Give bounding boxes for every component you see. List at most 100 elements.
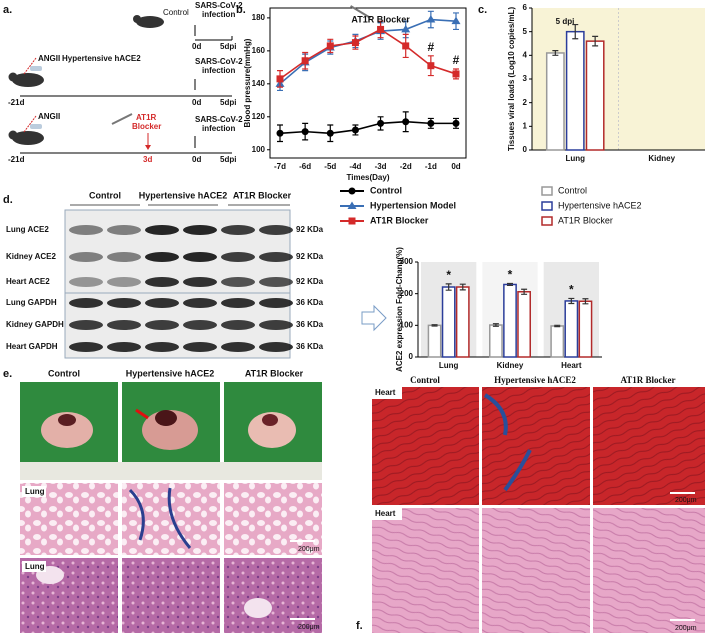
label: Blocker <box>132 122 161 131</box>
error-bar <box>431 324 438 327</box>
blot-band <box>221 277 255 287</box>
label: infection <box>202 124 235 133</box>
annotation: AT1R Blocker <box>351 14 410 24</box>
legend-swatch <box>541 216 553 226</box>
marker <box>452 119 460 127</box>
blot-band <box>221 252 255 262</box>
label: 5dpi <box>220 98 236 107</box>
y-tick-label: 100 <box>252 145 266 154</box>
scale-label: 200μm <box>298 546 320 553</box>
blot-band <box>69 277 103 287</box>
group-label: Control <box>89 190 121 200</box>
pump <box>30 124 42 129</box>
marker <box>276 75 284 83</box>
blot-band <box>183 252 217 262</box>
x-tick-label: -2d <box>400 162 412 171</box>
y-tick-label: 6 <box>523 3 528 12</box>
bar <box>565 30 585 151</box>
panel-label: e. <box>3 368 12 380</box>
label: Hypertensive hACE2 <box>62 54 141 63</box>
error-bar <box>492 323 499 327</box>
marker <box>402 118 410 126</box>
row-label: Kidney GAPDH <box>6 320 64 329</box>
marker <box>377 119 385 127</box>
label: AT1R <box>136 113 157 122</box>
row-label: Lung ACE2 <box>6 225 49 234</box>
blot-band <box>259 342 293 352</box>
mouse <box>8 130 44 145</box>
mouse <box>8 72 44 87</box>
y-tick-label: 0 <box>523 145 528 154</box>
row-label: Lung <box>25 562 45 571</box>
marker <box>326 129 334 137</box>
row-label: Heart ACE2 <box>6 277 50 286</box>
y-axis-label: Tissues viral loads (Log10 copies/mL) <box>507 6 516 151</box>
blot-band <box>221 298 255 308</box>
legend-label: Control <box>370 185 402 195</box>
label: -21d <box>8 155 25 164</box>
y-tick-label: 140 <box>252 79 266 88</box>
syringe <box>350 5 372 19</box>
blot-band <box>259 320 293 330</box>
size-label: 36 KDa <box>296 320 324 329</box>
panel-label: f. <box>356 620 363 632</box>
panel-label: c. <box>478 4 487 16</box>
label: 0d <box>192 155 201 164</box>
annotation: * <box>569 283 574 297</box>
marker <box>402 42 410 50</box>
line <box>279 28 457 80</box>
legend-label: Hypertensive hACE2 <box>558 200 642 210</box>
label: 0d <box>192 98 201 107</box>
marker <box>351 126 359 134</box>
annotation: # <box>453 53 460 67</box>
x-tick-label: Lung <box>565 154 585 163</box>
bar <box>441 286 456 358</box>
row-label: Heart <box>375 509 396 518</box>
group-label: Control <box>410 375 440 385</box>
x-tick-label: Lung <box>439 361 459 370</box>
label: SARS-CoV-2 <box>195 115 243 124</box>
panel-e: e. Control Hypertensive hACE2 AT1R Block… <box>3 368 322 633</box>
error-bar <box>582 298 589 305</box>
marker <box>452 70 460 78</box>
bar <box>489 324 503 358</box>
label: infection <box>202 10 235 19</box>
panel-label: b. <box>236 4 246 16</box>
plot-frame <box>269 7 467 159</box>
label: Control <box>163 8 189 17</box>
label: 5dpi <box>220 155 236 164</box>
y-axis-label: ACE2 expression Fold-Chang(%) <box>395 247 404 372</box>
y-tick-label: 300 <box>400 257 414 266</box>
blot-band <box>221 320 255 330</box>
blot-band <box>183 298 217 308</box>
legend-label: AT1R Blocker <box>370 215 429 225</box>
error-bar <box>554 324 561 328</box>
x-tick-label: -4d <box>349 162 361 171</box>
blot-band <box>183 225 217 235</box>
y-tick-label: 100 <box>400 320 414 329</box>
marker <box>427 119 435 127</box>
blot-band <box>259 252 293 262</box>
annotation: * <box>446 268 451 282</box>
label-bg <box>22 486 46 497</box>
panel-label: a. <box>3 4 12 16</box>
mouse <box>133 15 164 28</box>
size-label: 92 KDa <box>296 225 324 234</box>
label: 5dpi <box>220 42 236 51</box>
blot-band <box>107 225 141 235</box>
y-tick-label: 120 <box>252 112 266 121</box>
blot-band <box>69 225 103 235</box>
y-tick-label: 3 <box>523 74 528 83</box>
size-label: 92 KDa <box>296 277 324 286</box>
line <box>279 120 456 135</box>
error-bar <box>521 288 528 295</box>
error-bar <box>507 282 513 287</box>
blot-band <box>107 342 141 352</box>
blot-band <box>107 320 141 330</box>
y-tick-label: 180 <box>252 13 266 22</box>
error-bar <box>459 283 466 291</box>
label: ANGII <box>38 112 60 121</box>
x-tick-label: -7d <box>274 162 286 171</box>
blot-band <box>183 342 217 352</box>
